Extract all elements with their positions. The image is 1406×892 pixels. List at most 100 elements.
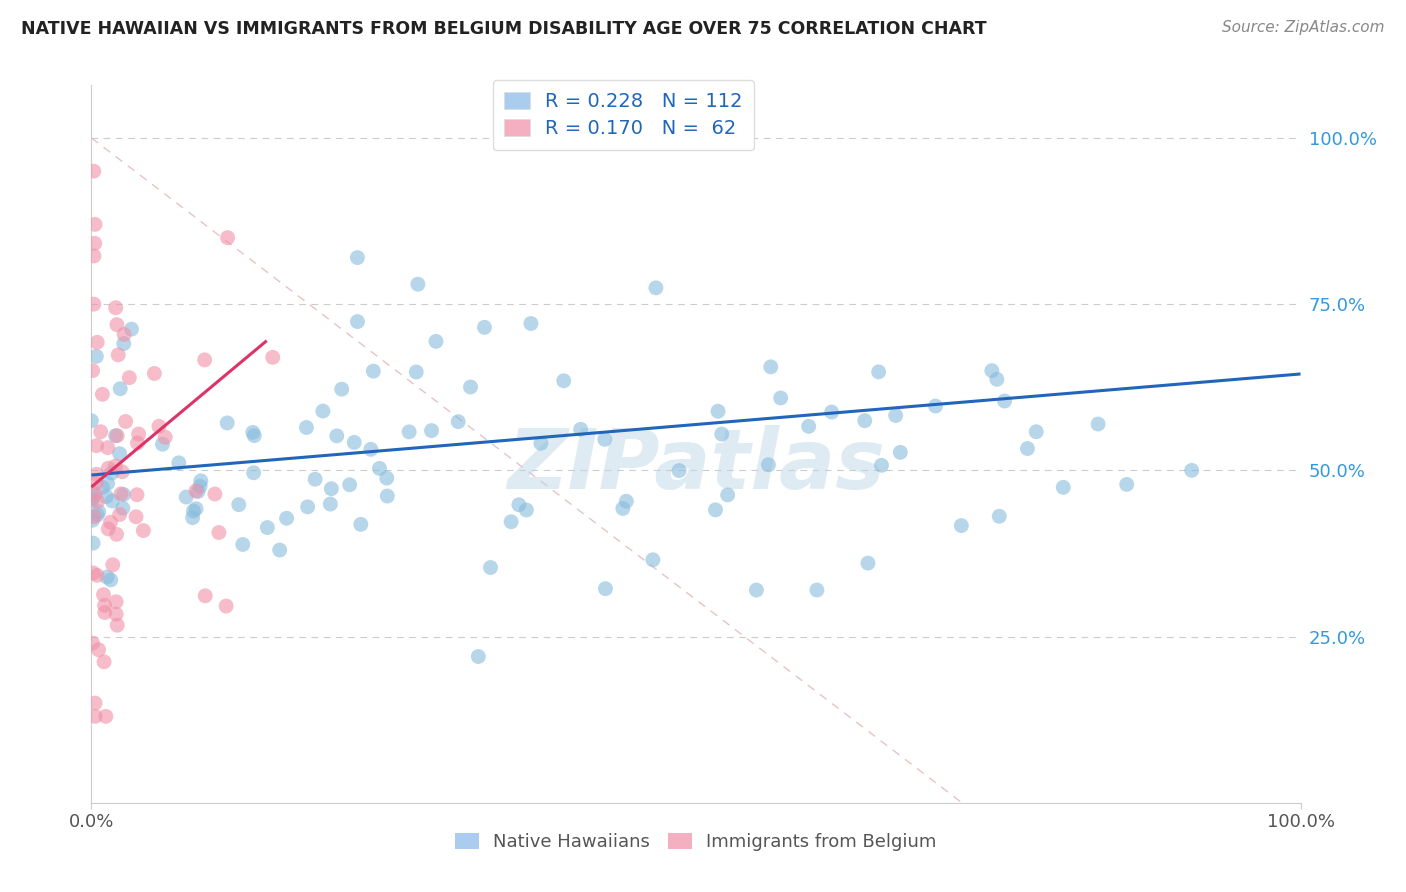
Point	[148, 419, 170, 434]
Point	[595, 582, 617, 596]
Point	[350, 517, 373, 532]
Point	[645, 281, 668, 295]
Point	[152, 437, 174, 451]
Point	[856, 556, 879, 570]
Point	[398, 425, 420, 439]
Point	[183, 504, 205, 518]
Point	[184, 483, 207, 498]
Point	[80, 493, 103, 508]
Point	[759, 359, 782, 374]
Point	[101, 494, 124, 508]
Point	[1087, 417, 1109, 431]
Point	[194, 352, 217, 367]
Point	[83, 236, 105, 251]
Point	[110, 382, 132, 396]
Point	[121, 322, 143, 336]
Point	[125, 509, 148, 524]
Point	[83, 164, 105, 178]
Point	[84, 218, 107, 232]
Point	[1017, 442, 1039, 456]
Point	[889, 445, 911, 459]
Point	[256, 520, 278, 534]
Point	[82, 636, 104, 650]
Point	[80, 414, 103, 428]
Point	[717, 488, 740, 502]
Point	[420, 424, 443, 438]
Point	[105, 607, 128, 621]
Point	[986, 372, 1008, 386]
Point	[360, 442, 382, 457]
Point	[87, 505, 110, 519]
Point	[80, 485, 103, 500]
Point	[104, 301, 127, 315]
Point	[232, 537, 254, 551]
Point	[950, 518, 973, 533]
Point	[110, 487, 132, 501]
Point	[614, 494, 637, 508]
Point	[405, 365, 427, 379]
Point	[343, 435, 366, 450]
Point	[820, 405, 842, 419]
Point	[262, 351, 284, 365]
Point	[593, 432, 616, 446]
Point	[304, 472, 326, 486]
Point	[276, 511, 298, 525]
Point	[406, 277, 429, 292]
Point	[91, 480, 114, 494]
Point	[190, 474, 212, 488]
Point	[132, 524, 155, 538]
Point	[806, 582, 828, 597]
Point	[86, 508, 108, 522]
Point	[86, 350, 108, 364]
Point	[853, 414, 876, 428]
Point	[91, 387, 114, 401]
Point	[105, 428, 128, 442]
Point	[105, 318, 128, 332]
Point	[187, 484, 209, 499]
Point	[97, 476, 120, 491]
Point	[96, 570, 118, 584]
Point	[104, 459, 127, 474]
Point	[107, 348, 129, 362]
Point	[112, 487, 135, 501]
Point	[127, 436, 149, 450]
Legend: Native Hawaiians, Immigrants from Belgium: Native Hawaiians, Immigrants from Belgiu…	[449, 826, 943, 858]
Text: Source: ZipAtlas.com: Source: ZipAtlas.com	[1222, 20, 1385, 35]
Point	[321, 482, 343, 496]
Point	[174, 490, 197, 504]
Point	[184, 501, 207, 516]
Point	[242, 425, 264, 440]
Point	[93, 588, 115, 602]
Point	[90, 425, 112, 439]
Point	[368, 461, 391, 475]
Point	[297, 500, 319, 514]
Point	[100, 515, 122, 529]
Point	[128, 427, 150, 442]
Point	[86, 439, 108, 453]
Point	[993, 394, 1015, 409]
Point	[84, 696, 107, 710]
Point	[96, 490, 118, 504]
Point	[83, 297, 105, 311]
Point	[1181, 463, 1204, 477]
Point	[101, 558, 124, 572]
Point	[82, 536, 104, 550]
Point	[111, 465, 134, 479]
Point	[111, 501, 134, 516]
Point	[86, 467, 108, 482]
Point	[82, 364, 104, 378]
Point	[105, 595, 128, 609]
Point	[758, 458, 780, 472]
Point	[217, 230, 239, 244]
Point	[769, 391, 792, 405]
Point	[112, 327, 135, 342]
Point	[86, 494, 108, 508]
Point	[269, 543, 291, 558]
Point	[112, 336, 135, 351]
Point	[242, 466, 264, 480]
Point	[924, 399, 946, 413]
Point	[93, 599, 115, 613]
Point	[668, 464, 690, 478]
Point	[295, 420, 318, 434]
Point	[460, 380, 482, 394]
